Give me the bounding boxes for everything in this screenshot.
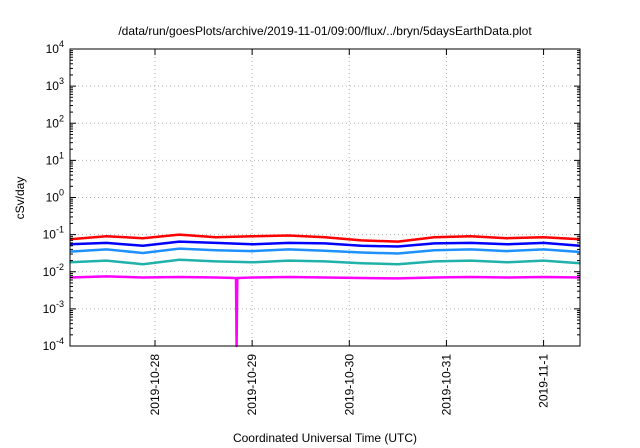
y-tick-label: 10-3 <box>43 299 64 316</box>
x-tick-label: 2019-11-1 <box>537 354 551 408</box>
y-tick-label: 104 <box>46 39 64 56</box>
grid-lines <box>70 49 580 346</box>
x-tick-label: 2019-10-29 <box>245 354 259 416</box>
x-tick-label: 2019-10-28 <box>148 354 162 416</box>
y-tick-label: 10-4 <box>43 336 64 353</box>
series-line <box>69 233 581 243</box>
axis-ticks: 10-4 10-3 10-2 10-1 100 101 102 103 104 2019-10-2… <box>43 39 580 415</box>
y-tick-label: 103 <box>46 76 64 93</box>
x-axis-label: Coordinated Universal Time (UTC) <box>233 431 417 445</box>
series-lines <box>69 233 581 348</box>
y-tick-label: 10-2 <box>43 262 64 279</box>
plot-frame <box>69 48 581 347</box>
y-tick-label: 101 <box>46 150 64 167</box>
y-tick-label: 102 <box>46 113 64 130</box>
y-tick-label: 10-1 <box>43 225 64 242</box>
series-line <box>69 258 581 266</box>
y-axis-label: cSv/day <box>13 177 27 220</box>
chart-title: /data/run/goesPlots/archive/2019-11-01/0… <box>118 24 532 38</box>
series-line <box>69 275 581 348</box>
x-tick-label: 2019-10-31 <box>439 354 453 416</box>
series-line <box>69 240 581 248</box>
x-tick-label: 2019-10-30 <box>342 354 356 416</box>
series-line <box>69 247 581 255</box>
y-tick-label: 100 <box>46 188 64 205</box>
